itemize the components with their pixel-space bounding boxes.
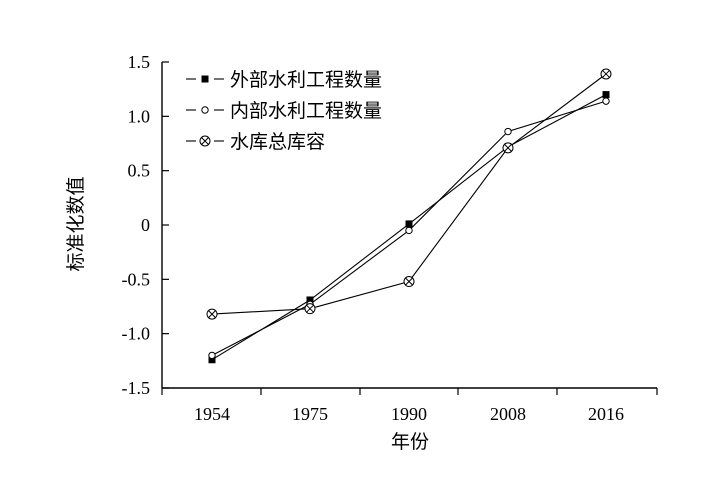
marker-cross <box>306 304 314 313</box>
x-axis-title: 年份 <box>391 431 429 453</box>
marker-cross <box>405 277 413 286</box>
series-3 <box>206 68 612 320</box>
marker-cross <box>504 143 512 152</box>
y-tick-label: -0.5 <box>122 269 151 289</box>
y-tick-label: -1.0 <box>122 324 151 344</box>
data-point <box>208 351 216 360</box>
legend-label: 内部水利工程数量 <box>230 100 382 122</box>
legend-item: 水库总库容 <box>186 131 325 153</box>
y-tick-label: -1.5 <box>122 378 151 398</box>
marker-cross <box>602 70 610 78</box>
data-point <box>405 226 413 235</box>
x-tick-label: 1954 <box>194 404 230 424</box>
legend-marker <box>199 135 211 147</box>
x-tick-label: 2008 <box>490 404 526 424</box>
axes: 1.5 1.0 0.5 0 -0.5 -1.0 -1.5 1954 1975 1990 2008 20… <box>122 52 658 424</box>
data-point <box>602 91 610 99</box>
data-point <box>602 97 610 105</box>
y-tick-label: 0 <box>141 215 150 235</box>
legend-label: 水库总库容 <box>230 131 325 153</box>
y-tick-label: 1.0 <box>128 106 151 126</box>
y-axis-title: 标准化数值 <box>65 176 87 271</box>
x-tick-label: 1975 <box>292 404 328 424</box>
legend-item: 外部水利工程数量 <box>186 69 382 91</box>
x-tick-label: 2016 <box>588 404 624 424</box>
legend-label: 外部水利工程数量 <box>230 69 382 91</box>
data-point <box>405 220 413 228</box>
y-tick-label: 1.5 <box>128 52 151 72</box>
data-point <box>208 356 216 364</box>
data-point <box>306 296 314 304</box>
legend-marker <box>201 75 209 83</box>
data-point <box>304 303 316 315</box>
series-layer <box>206 68 612 364</box>
legend-item: 内部水利工程数量 <box>186 100 382 122</box>
marker-cross <box>201 137 209 145</box>
data-point <box>206 308 218 320</box>
x-tick-label: 1990 <box>391 404 427 424</box>
data-point <box>504 127 512 136</box>
data-point <box>403 276 415 288</box>
marker-cross <box>208 310 216 318</box>
legend-marker <box>201 106 209 114</box>
data-point <box>600 68 612 80</box>
data-point <box>502 142 514 154</box>
y-tick-label: 0.5 <box>128 161 151 181</box>
